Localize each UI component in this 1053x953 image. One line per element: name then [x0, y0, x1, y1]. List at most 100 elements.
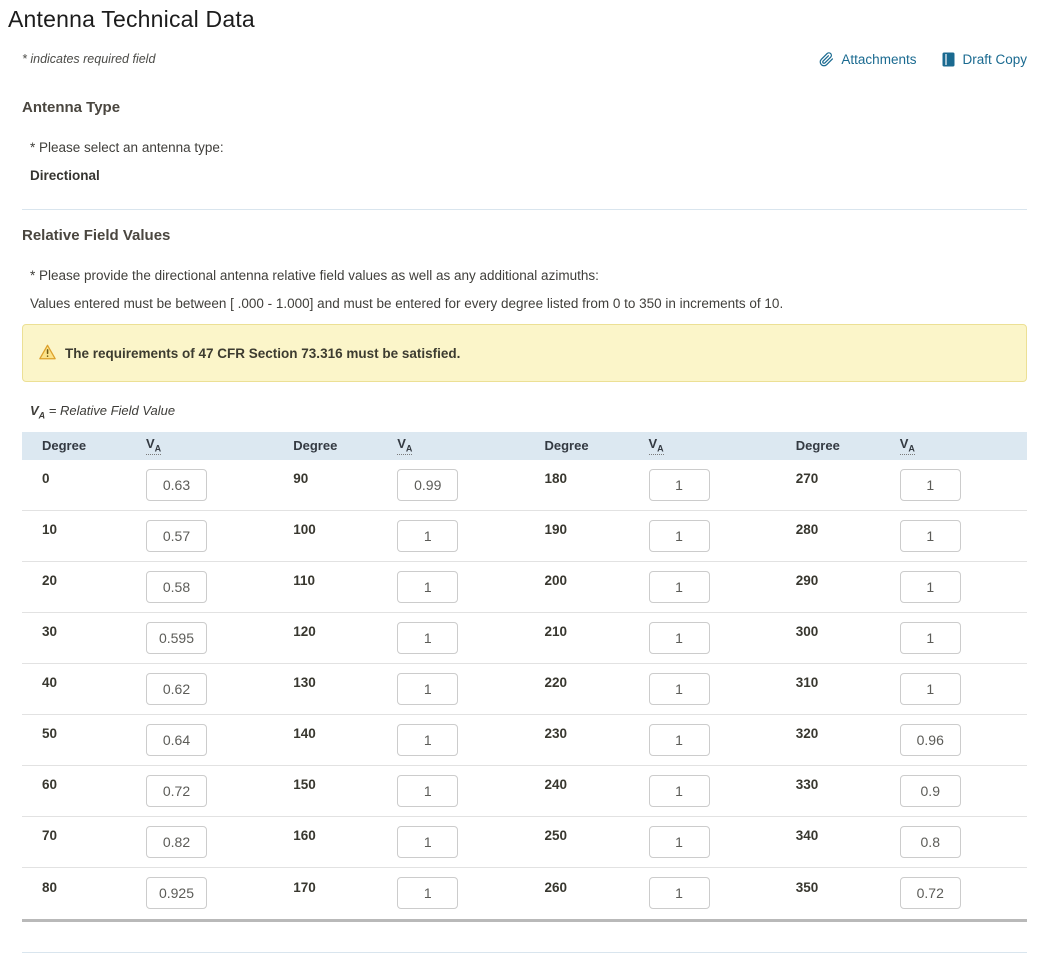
- degree-label: 270: [796, 471, 900, 486]
- va-input-deg-160[interactable]: [397, 826, 458, 858]
- va-input-deg-30[interactable]: [146, 622, 207, 654]
- table-row: 20110200290: [22, 562, 1027, 613]
- va-input-deg-280[interactable]: [900, 520, 961, 552]
- degree-column-header: Degree: [293, 438, 397, 453]
- degree-label: 20: [42, 573, 146, 588]
- degree-label: 120: [293, 624, 397, 639]
- antenna-type-value: Directional: [30, 168, 1027, 183]
- degree-va-cell: 230: [525, 724, 776, 756]
- relative-field-table: Degree VA Degree VA Degree VA Degree VA …: [22, 432, 1027, 922]
- warning-banner: The requirements of 47 CFR Section 73.31…: [22, 324, 1027, 382]
- attachments-link[interactable]: Attachments: [819, 52, 916, 67]
- degree-column-header: Degree: [42, 438, 146, 453]
- degree-label: 30: [42, 624, 146, 639]
- antenna-technical-data-page: Antenna Technical Data * indicates requi…: [0, 6, 1053, 953]
- va-input-deg-270[interactable]: [900, 469, 961, 501]
- va-input-deg-260[interactable]: [649, 877, 710, 909]
- va-input-deg-20[interactable]: [146, 571, 207, 603]
- va-input-deg-230[interactable]: [649, 724, 710, 756]
- va-input-deg-50[interactable]: [146, 724, 207, 756]
- table-row: 60150240330: [22, 766, 1027, 817]
- degree-label: 140: [293, 726, 397, 741]
- degree-label: 340: [796, 828, 900, 843]
- va-input-deg-40[interactable]: [146, 673, 207, 705]
- va-input-deg-120[interactable]: [397, 622, 458, 654]
- va-input-deg-150[interactable]: [397, 775, 458, 807]
- va-input-deg-80[interactable]: [146, 877, 207, 909]
- table-row: 80170260350: [22, 868, 1027, 919]
- va-input-deg-0[interactable]: [146, 469, 207, 501]
- degree-va-cell: 210: [525, 622, 776, 654]
- section-divider: [22, 209, 1027, 210]
- degree-label: 160: [293, 828, 397, 843]
- degree-va-cell: 40: [22, 673, 273, 705]
- degree-va-cell: 20: [22, 571, 273, 603]
- degree-label: 190: [545, 522, 649, 537]
- va-input-deg-340[interactable]: [900, 826, 961, 858]
- degree-va-cell: 110: [273, 571, 524, 603]
- va-input-deg-170[interactable]: [397, 877, 458, 909]
- degree-column-header: Degree: [796, 438, 900, 453]
- va-input-deg-290[interactable]: [900, 571, 961, 603]
- degree-va-cell: 320: [776, 724, 1027, 756]
- va-input-deg-200[interactable]: [649, 571, 710, 603]
- degree-va-cell: 60: [22, 775, 273, 807]
- degree-va-cell: 150: [273, 775, 524, 807]
- va-column-header[interactable]: VA: [146, 437, 161, 455]
- table-row: 090180270: [22, 460, 1027, 511]
- va-input-deg-240[interactable]: [649, 775, 710, 807]
- va-input-deg-110[interactable]: [397, 571, 458, 603]
- va-input-deg-70[interactable]: [146, 826, 207, 858]
- va-legend: VA = Relative Field Value: [30, 403, 1027, 421]
- paperclip-icon: [819, 52, 834, 67]
- degree-label: 230: [545, 726, 649, 741]
- va-input-deg-320[interactable]: [900, 724, 961, 756]
- va-input-deg-130[interactable]: [397, 673, 458, 705]
- degree-va-cell: 270: [776, 469, 1027, 501]
- va-column-header[interactable]: VA: [397, 437, 412, 455]
- table-header-row: Degree VA Degree VA Degree VA Degree VA: [22, 432, 1027, 460]
- degree-label: 0: [42, 471, 146, 486]
- degree-label: 280: [796, 522, 900, 537]
- va-input-deg-310[interactable]: [900, 673, 961, 705]
- warning-triangle-icon: [39, 344, 56, 363]
- degree-label: 170: [293, 880, 397, 895]
- table-row: 50140230320: [22, 715, 1027, 766]
- required-field-note: * indicates required field: [22, 52, 155, 66]
- antenna-type-prompt: * Please select an antenna type:: [30, 140, 1027, 155]
- degree-va-cell: 30: [22, 622, 273, 654]
- degree-label: 90: [293, 471, 397, 486]
- draft-copy-icon: [942, 52, 955, 67]
- topbar: * indicates required field Attachments D…: [22, 50, 1027, 68]
- degree-label: 110: [293, 573, 397, 588]
- relative-field-prompt: * Please provide the directional antenna…: [30, 268, 1027, 283]
- degree-va-cell: 90: [273, 469, 524, 501]
- va-input-deg-250[interactable]: [649, 826, 710, 858]
- va-input-deg-220[interactable]: [649, 673, 710, 705]
- degree-label: 40: [42, 675, 146, 690]
- va-input-deg-140[interactable]: [397, 724, 458, 756]
- va-input-deg-90[interactable]: [397, 469, 458, 501]
- va-input-deg-300[interactable]: [900, 622, 961, 654]
- va-input-deg-330[interactable]: [900, 775, 961, 807]
- header-group: Degree VA: [525, 437, 776, 455]
- degree-va-cell: 130: [273, 673, 524, 705]
- degree-label: 350: [796, 880, 900, 895]
- header-group: Degree VA: [776, 437, 1027, 455]
- va-input-deg-60[interactable]: [146, 775, 207, 807]
- va-input-deg-180[interactable]: [649, 469, 710, 501]
- degree-va-cell: 0: [22, 469, 273, 501]
- va-input-deg-210[interactable]: [649, 622, 710, 654]
- va-input-deg-190[interactable]: [649, 520, 710, 552]
- draft-copy-label: Draft Copy: [962, 52, 1027, 67]
- draft-copy-link[interactable]: Draft Copy: [942, 52, 1027, 67]
- degree-column-header: Degree: [545, 438, 649, 453]
- degree-va-cell: 300: [776, 622, 1027, 654]
- va-column-header[interactable]: VA: [900, 437, 915, 455]
- va-input-deg-350[interactable]: [900, 877, 961, 909]
- va-input-deg-100[interactable]: [397, 520, 458, 552]
- va-table-body: 0901802701010019028020110200290301202103…: [22, 460, 1027, 922]
- relative-field-heading: Relative Field Values: [22, 227, 1027, 244]
- va-column-header[interactable]: VA: [649, 437, 664, 455]
- va-input-deg-10[interactable]: [146, 520, 207, 552]
